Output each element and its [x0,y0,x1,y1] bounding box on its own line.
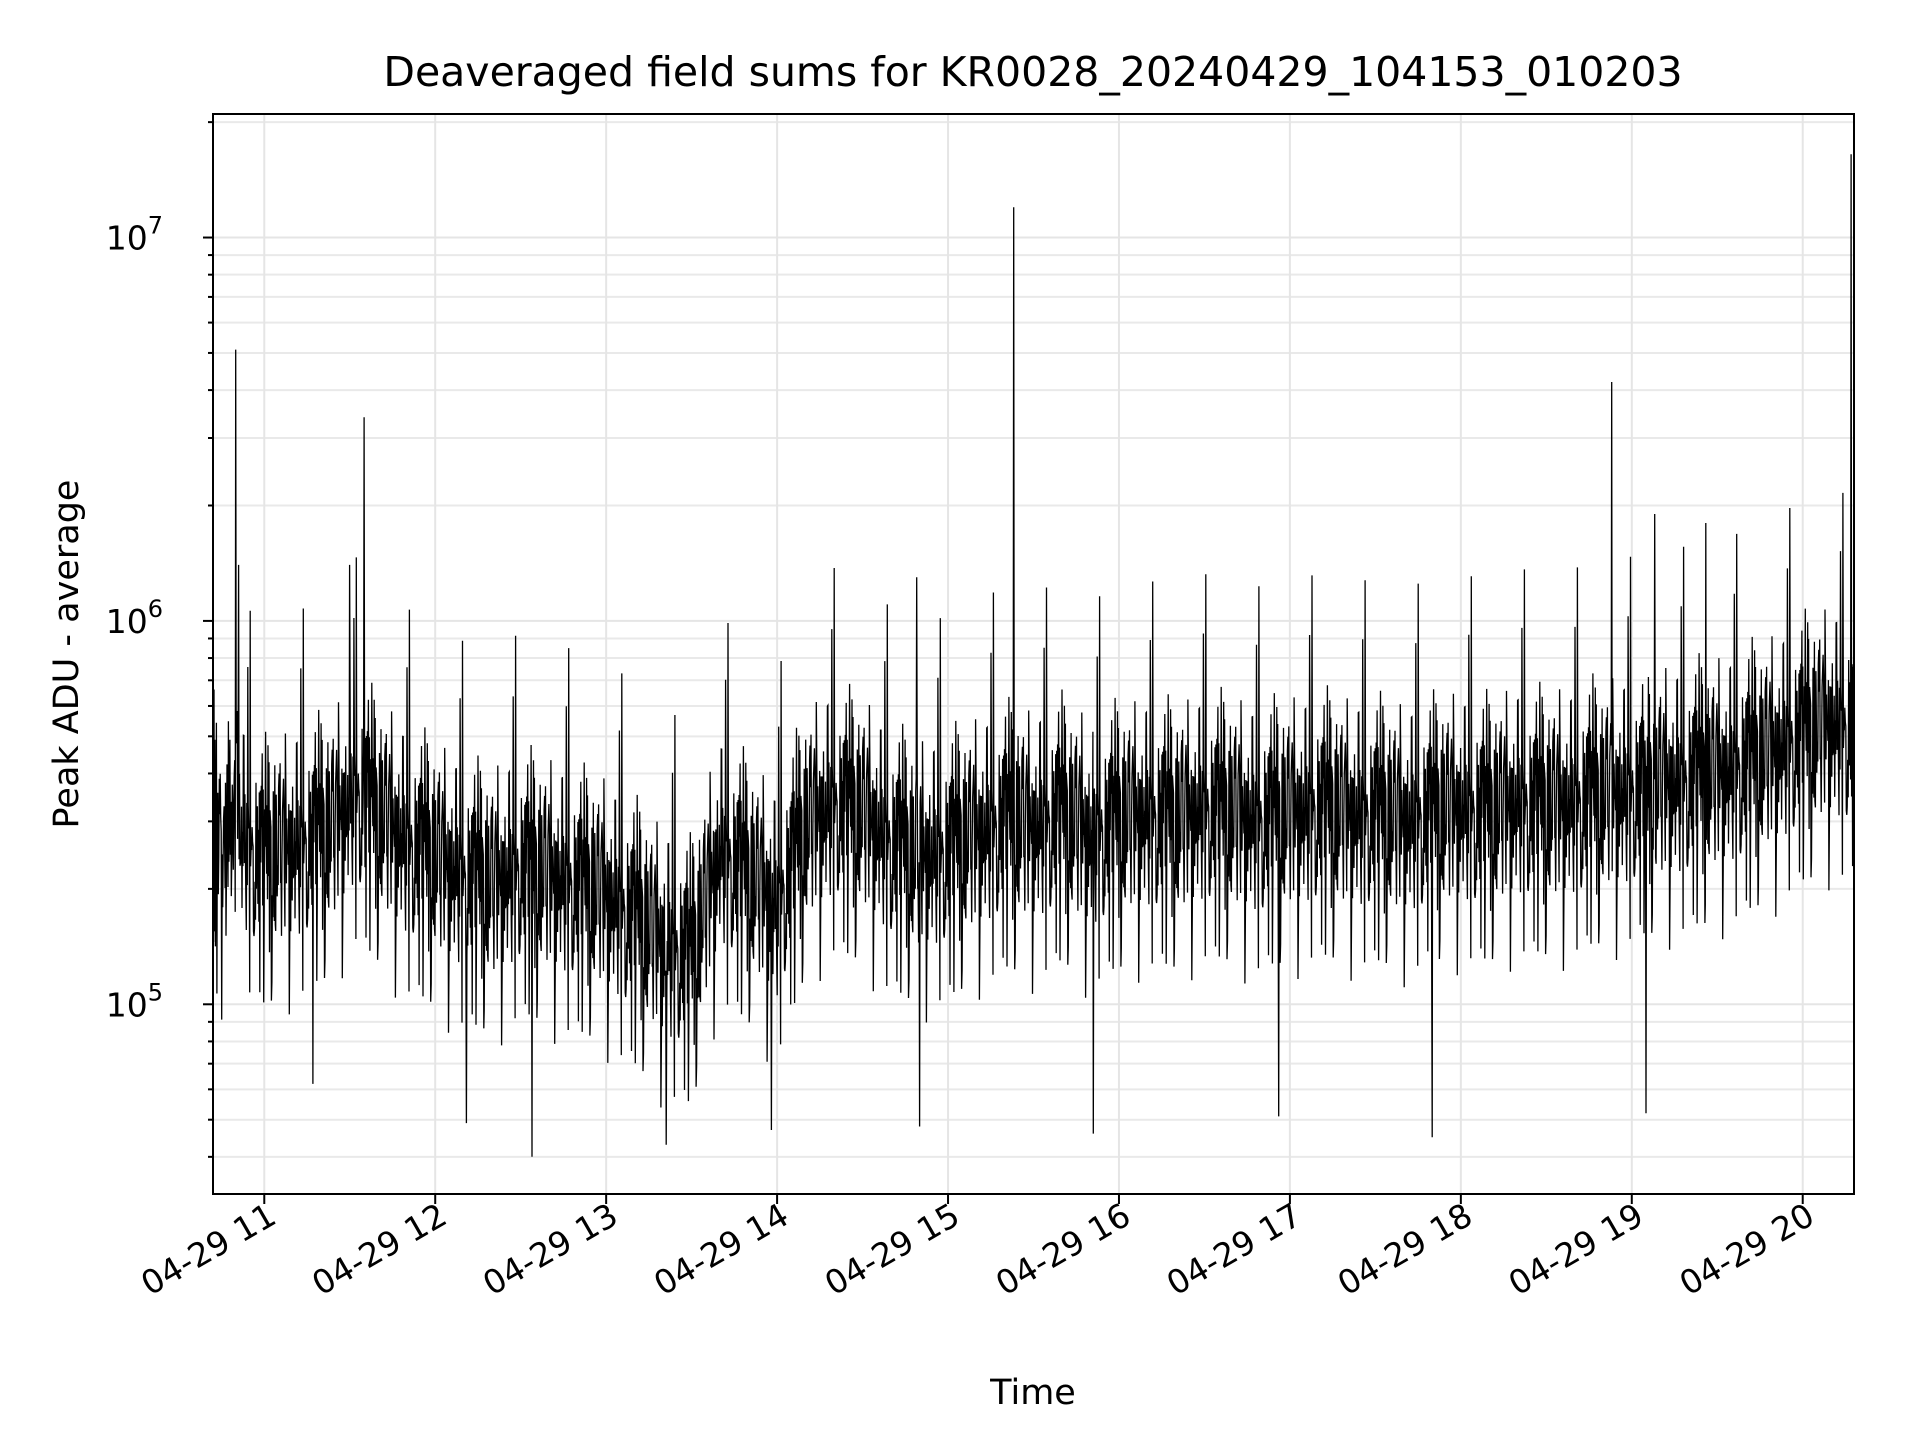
y-tick-label: 107 [106,212,163,258]
x-tick-label: 04-29 11 [134,1195,282,1303]
y-tick-label: 105 [106,978,163,1024]
plot-frame [212,113,1855,1195]
x-axis-label: Time [989,1373,1076,1413]
y-axis-label: Peak ADU - average [47,480,87,829]
series-layer [212,154,1855,1157]
x-tick-label: 04-29 13 [476,1195,624,1303]
x-tick-label: 04-29 12 [305,1195,453,1303]
y-tick-label: 106 [106,595,163,641]
x-tick-label: 04-29 15 [818,1195,966,1303]
ticks: 04-29 11 04-29 12 04-29 13 04-29 14 04-29 15… [106,121,1821,1303]
x-tick-label: 04-29 16 [989,1195,1137,1303]
x-tick-label: 04-29 14 [647,1195,795,1303]
x-tick-label: 04-29 18 [1331,1195,1479,1303]
chart-title: Deaveraged field sums for KR0028_2024042… [383,48,1682,96]
grid [213,114,1854,1194]
x-tick-label: 04-29 19 [1502,1195,1650,1303]
x-tick-label: 04-29 17 [1160,1195,1308,1303]
series-line [212,154,1855,1157]
x-tick-label: 04-29 20 [1673,1195,1821,1303]
